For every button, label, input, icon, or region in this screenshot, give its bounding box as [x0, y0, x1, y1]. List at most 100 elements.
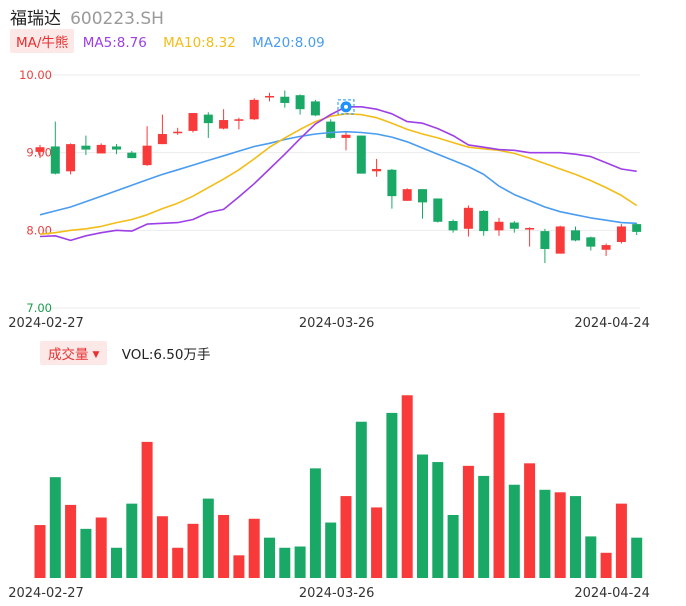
volume-bar — [111, 547, 122, 578]
candle-body — [50, 146, 60, 174]
price-tick-label: 10.00 — [19, 68, 52, 82]
candle-body — [157, 134, 167, 145]
volume-bar — [585, 536, 597, 578]
candle-body — [310, 101, 320, 116]
candle-body — [571, 230, 580, 241]
volume-bar — [386, 412, 398, 578]
price-grid — [36, 74, 640, 309]
price-date-axis: 2024-02-27 2024-03-26 2024-04-24 — [8, 316, 650, 331]
candle-body — [234, 119, 244, 121]
ma-indicator-selector[interactable]: MA/牛熊 — [10, 29, 75, 53]
candle-body — [494, 221, 504, 231]
price-tick-label: 7.00 — [26, 301, 52, 315]
stock-header: 福瑞达 600223.SH — [10, 4, 164, 29]
volume-bar — [34, 525, 46, 578]
volume-indicator-selector[interactable]: 成交量 ▼ — [40, 341, 108, 365]
volume-bar — [233, 555, 245, 578]
volume-date-label: 2024-02-27 — [8, 586, 84, 601]
candle-body — [173, 131, 183, 134]
price-tick-label: 8.00 — [26, 223, 52, 237]
candle-body — [326, 121, 336, 138]
volume-bar — [478, 475, 490, 578]
volume-bar — [371, 507, 383, 578]
candle-body — [219, 120, 229, 129]
candle-body — [540, 231, 550, 249]
volume-bar — [570, 496, 581, 578]
ma5-value: MA5:8.76 — [82, 35, 147, 51]
candle-body — [356, 135, 366, 174]
stock-name: 福瑞达 — [10, 9, 61, 29]
volume-bar — [309, 468, 321, 578]
candle-body — [341, 134, 351, 138]
marker-frame — [337, 99, 355, 115]
candle-body — [387, 169, 397, 197]
volume-bar — [600, 552, 612, 578]
candle-body — [96, 144, 106, 154]
candle-body — [265, 95, 274, 98]
candle-body — [372, 168, 382, 172]
candle-body — [81, 145, 91, 150]
candle-body — [601, 245, 611, 250]
candle-body — [127, 152, 137, 159]
candle-body — [525, 228, 535, 230]
volume-bar — [340, 496, 352, 578]
marker-dot-center — [344, 104, 348, 109]
candle-body — [249, 99, 259, 120]
volume-date-label: 2024-03-26 — [299, 586, 375, 601]
volume-date-axis: 2024-02-27 2024-03-26 2024-04-24 — [8, 586, 650, 601]
candle-body — [509, 222, 519, 229]
volume-bar — [325, 522, 337, 578]
volume-bar — [248, 518, 260, 578]
moving-average-lines — [39, 106, 638, 242]
price-date-label: 2024-03-26 — [299, 316, 375, 331]
volume-date-label: 2024-04-24 — [574, 586, 650, 601]
price-date-label: 2024-04-24 — [574, 316, 650, 331]
volume-bar — [447, 514, 459, 578]
volume-bar — [554, 492, 566, 578]
ma20-line — [39, 130, 637, 225]
volume-bar — [508, 484, 520, 578]
stock-code: 600223.SH — [70, 9, 164, 29]
ma5-line — [39, 106, 637, 242]
candle-body — [203, 114, 213, 124]
volume-bar — [141, 441, 153, 578]
volume-bar — [49, 477, 61, 578]
volume-legend: 成交量 ▼ VOL:6.50万手 — [40, 341, 210, 365]
volume-bar — [218, 514, 230, 578]
volume-bar — [294, 546, 306, 578]
candle-body — [586, 237, 596, 247]
volume-bar — [279, 547, 291, 578]
candle-body — [112, 146, 121, 150]
volume-bar — [172, 547, 184, 578]
candle-body — [402, 189, 412, 201]
volume-bar — [401, 395, 413, 578]
candle-body — [188, 113, 198, 131]
candle-body — [632, 224, 642, 232]
volume-bar — [187, 523, 199, 578]
candle-body — [433, 198, 443, 222]
current-point-marker — [337, 99, 355, 115]
volume-bar — [355, 421, 367, 578]
price-axis: 10.00 9.00 8.00 7.00 — [19, 68, 52, 315]
candle-body — [616, 226, 626, 242]
candle-body — [479, 210, 489, 232]
volume-bar — [432, 462, 444, 578]
volume-selector-label: 成交量 — [48, 347, 89, 363]
ma10-value: MA10:8.32 — [163, 35, 236, 51]
candle-body — [35, 147, 45, 152]
candle-body — [280, 96, 290, 103]
caret-down-icon: ▼ — [92, 350, 100, 360]
volume-bars — [34, 395, 643, 578]
candle-body — [142, 145, 152, 166]
volume-bar — [126, 503, 138, 578]
volume-bar — [417, 454, 428, 578]
candle-body — [66, 144, 76, 172]
candle-body — [418, 189, 427, 203]
volume-bar — [95, 517, 107, 578]
candle-body — [295, 95, 305, 110]
volume-bar — [462, 465, 474, 578]
ma20-value: MA20:8.09 — [252, 35, 325, 51]
ma-legend: MA/牛熊 MA5:8.76 MA10:8.32 MA20:8.09 — [10, 29, 325, 53]
price-tick-label: 9.00 — [26, 146, 52, 160]
